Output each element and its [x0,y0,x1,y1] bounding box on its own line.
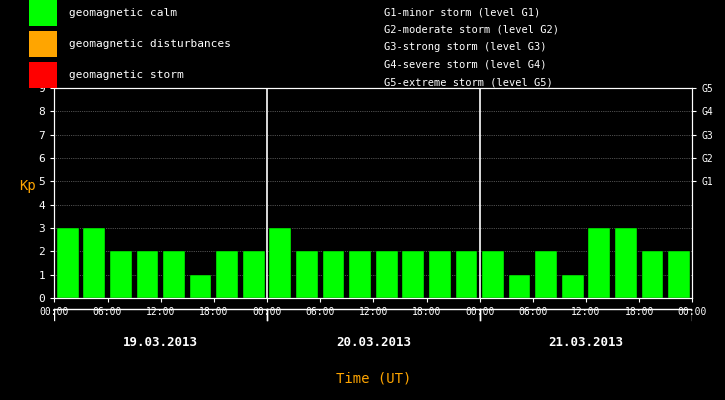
Bar [323,251,344,298]
Text: G5-extreme storm (level G5): G5-extreme storm (level G5) [384,78,553,88]
Bar [376,251,397,298]
Bar [642,251,663,298]
Bar [190,275,212,298]
Bar [29,31,57,57]
Bar [615,228,637,298]
Text: G1-minor storm (level G1): G1-minor storm (level G1) [384,7,541,17]
Bar [535,251,557,298]
Bar [349,251,371,298]
Text: geomagnetic storm: geomagnetic storm [69,70,183,80]
Bar [243,251,265,298]
Bar [83,228,105,298]
Bar [589,228,610,298]
Text: Time (UT): Time (UT) [336,371,411,385]
Bar [509,275,531,298]
Text: geomagnetic calm: geomagnetic calm [69,8,177,18]
Text: 21.03.2013: 21.03.2013 [549,336,624,349]
Bar [455,251,477,298]
Text: G3-strong storm (level G3): G3-strong storm (level G3) [384,42,547,52]
Bar [110,251,132,298]
Bar [57,228,78,298]
Bar [216,251,238,298]
Text: G2-moderate storm (level G2): G2-moderate storm (level G2) [384,25,559,35]
Bar [270,228,291,298]
Text: geomagnetic disturbances: geomagnetic disturbances [69,39,231,49]
Bar [163,251,185,298]
Bar [29,62,57,88]
Bar [29,0,57,26]
Bar [668,251,690,298]
Bar [429,251,451,298]
Bar [562,275,584,298]
Y-axis label: Kp: Kp [19,179,36,193]
Bar [482,251,504,298]
Text: G4-severe storm (level G4): G4-severe storm (level G4) [384,60,547,70]
Bar [296,251,318,298]
Text: 19.03.2013: 19.03.2013 [123,336,198,349]
Bar [402,251,424,298]
Bar [136,251,158,298]
Text: 20.03.2013: 20.03.2013 [336,336,411,349]
